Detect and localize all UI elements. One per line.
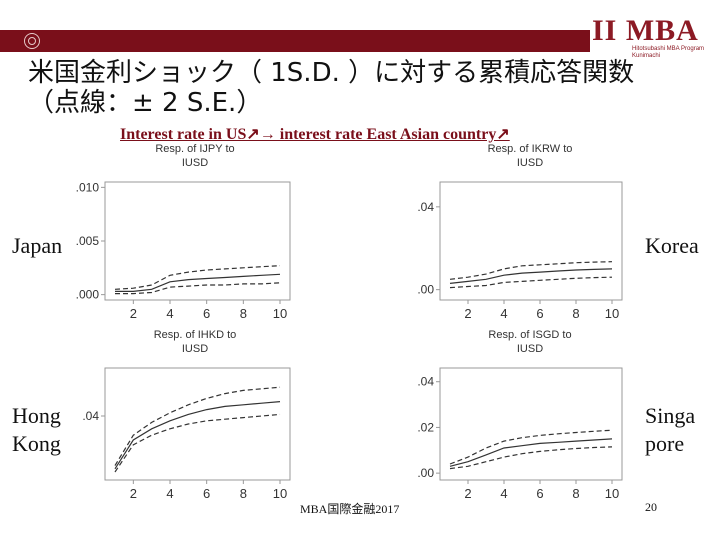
chart-1-xtick-label-0: 2 (464, 306, 471, 321)
chart-0-ytick-label-0: .000 (76, 288, 100, 302)
chart-0-xtick-label-2: 6 (203, 306, 210, 321)
footer-text: MBA国際金融2017 (300, 502, 400, 516)
slide-subtitle: Interest rate in US↗→ interest rate East… (120, 126, 510, 143)
chart-0-series-lower (115, 282, 281, 295)
logo-subtitle: Hitotsubashi MBA Program Kunimachi (632, 46, 705, 59)
chart-1-series-estimate (449, 268, 613, 284)
chart-0-series-upper (114, 265, 281, 290)
chart-3-ytick-label-1: .02 (417, 420, 434, 434)
label-singapore-line-1: Singa (645, 403, 696, 428)
chart-2-series-upper (114, 386, 281, 466)
chart-0-xtick-label-3: 8 (240, 306, 247, 321)
chart-1-xtick-label-3: 8 (572, 306, 579, 321)
chart-2-xtick-label-1: 4 (166, 486, 173, 501)
label-hong-kong-line-1: Hong (12, 403, 61, 428)
chart-0-xtick-label-1: 4 (166, 306, 173, 321)
chart-2-title-line-1: Resp. of IHKD to (154, 329, 237, 341)
chart-3-ytick-label-0: .00 (417, 466, 434, 480)
chart-3-xtick-label-3: 8 (572, 486, 579, 501)
chart-2-xtick-label-2: 6 (203, 486, 210, 501)
chart-0-ytick-label-1: .005 (76, 234, 100, 248)
chart-3-xtick-label-1: 4 (500, 486, 507, 501)
chart-1-title-line-2: IUSD (517, 157, 543, 169)
chart-3-xtick-label-4: 10 (605, 486, 619, 501)
chart-2-xtick-label-4: 10 (273, 486, 287, 501)
chart-3-xtick-label-2: 6 (536, 486, 543, 501)
chart-3-ytick-label-2: .04 (417, 375, 434, 389)
header-bar (0, 30, 590, 52)
label-hong-kong: Hong Kong (12, 402, 61, 458)
chart-1-ytick-label-1: .04 (417, 200, 434, 214)
chart-1-xtick-label-2: 6 (536, 306, 543, 321)
chart-0-xtick-label-4: 10 (273, 306, 287, 321)
chart-2-xtick-label-0: 2 (130, 486, 137, 501)
chart-0-title-line-1: Resp. of IJPY to (155, 143, 234, 155)
chart-1-series-upper (449, 261, 613, 280)
logo-text: II MBA (592, 14, 699, 47)
mba-logo: II MBA Hitotsubashi MBA Program Kunimach… (592, 8, 718, 60)
label-japan: Japan (12, 233, 63, 258)
label-korea: Korea (645, 233, 699, 258)
label-singapore: Singa pore (645, 402, 695, 458)
chart-0-ytick-label-2: .010 (76, 180, 100, 194)
chart-0-xtick-label-0: 2 (130, 306, 137, 321)
chart-2-series-estimate (114, 401, 281, 470)
chart-3-series-lower (449, 446, 613, 470)
chart-1-ytick-label-0: .00 (417, 283, 434, 297)
chart-1-xtick-label-1: 4 (500, 306, 507, 321)
chart-1-series-lower (449, 276, 613, 289)
title-line-1: 米国金利ショック（ 1S.D. ）に対する累積応答関数 (28, 58, 635, 88)
chart-3-series-upper (449, 429, 613, 465)
page-number: 20 (645, 500, 657, 514)
slide-title: 米国金利ショック（ 1S.D. ）に対する累積応答関数 （点線：± 2 S.E.… (28, 58, 634, 118)
chart-2-frame (104, 367, 291, 481)
chart-1-frame (439, 181, 623, 301)
chart-1-xtick-label-4: 10 (605, 306, 619, 321)
label-singapore-line-2: pore (645, 431, 685, 456)
chart-2-series-lower (114, 413, 281, 473)
label-hong-kong-line-2: Kong (12, 431, 61, 456)
chart-2-xtick-label-3: 8 (240, 486, 247, 501)
title-line-2: （点線：± 2 S.E.） (28, 88, 263, 118)
chart-1-title-line-1: Resp. of IKRW to (488, 143, 573, 155)
chart-0-frame (104, 181, 291, 301)
chart-2-title-line-2: IUSD (182, 343, 208, 355)
chart-3-title-line-1: Resp. of ISGD to (488, 329, 571, 341)
chart-3-xtick-label-0: 2 (464, 486, 471, 501)
chart-2-ytick-label-0: .04 (82, 409, 99, 423)
chart-3-series-estimate (449, 438, 613, 467)
university-seal-icon (24, 33, 40, 49)
chart-3-frame (439, 367, 623, 481)
chart-3-title-line-2: IUSD (517, 343, 543, 355)
chart-0-title-line-2: IUSD (182, 157, 208, 169)
chart-0-series-estimate (115, 273, 281, 292)
